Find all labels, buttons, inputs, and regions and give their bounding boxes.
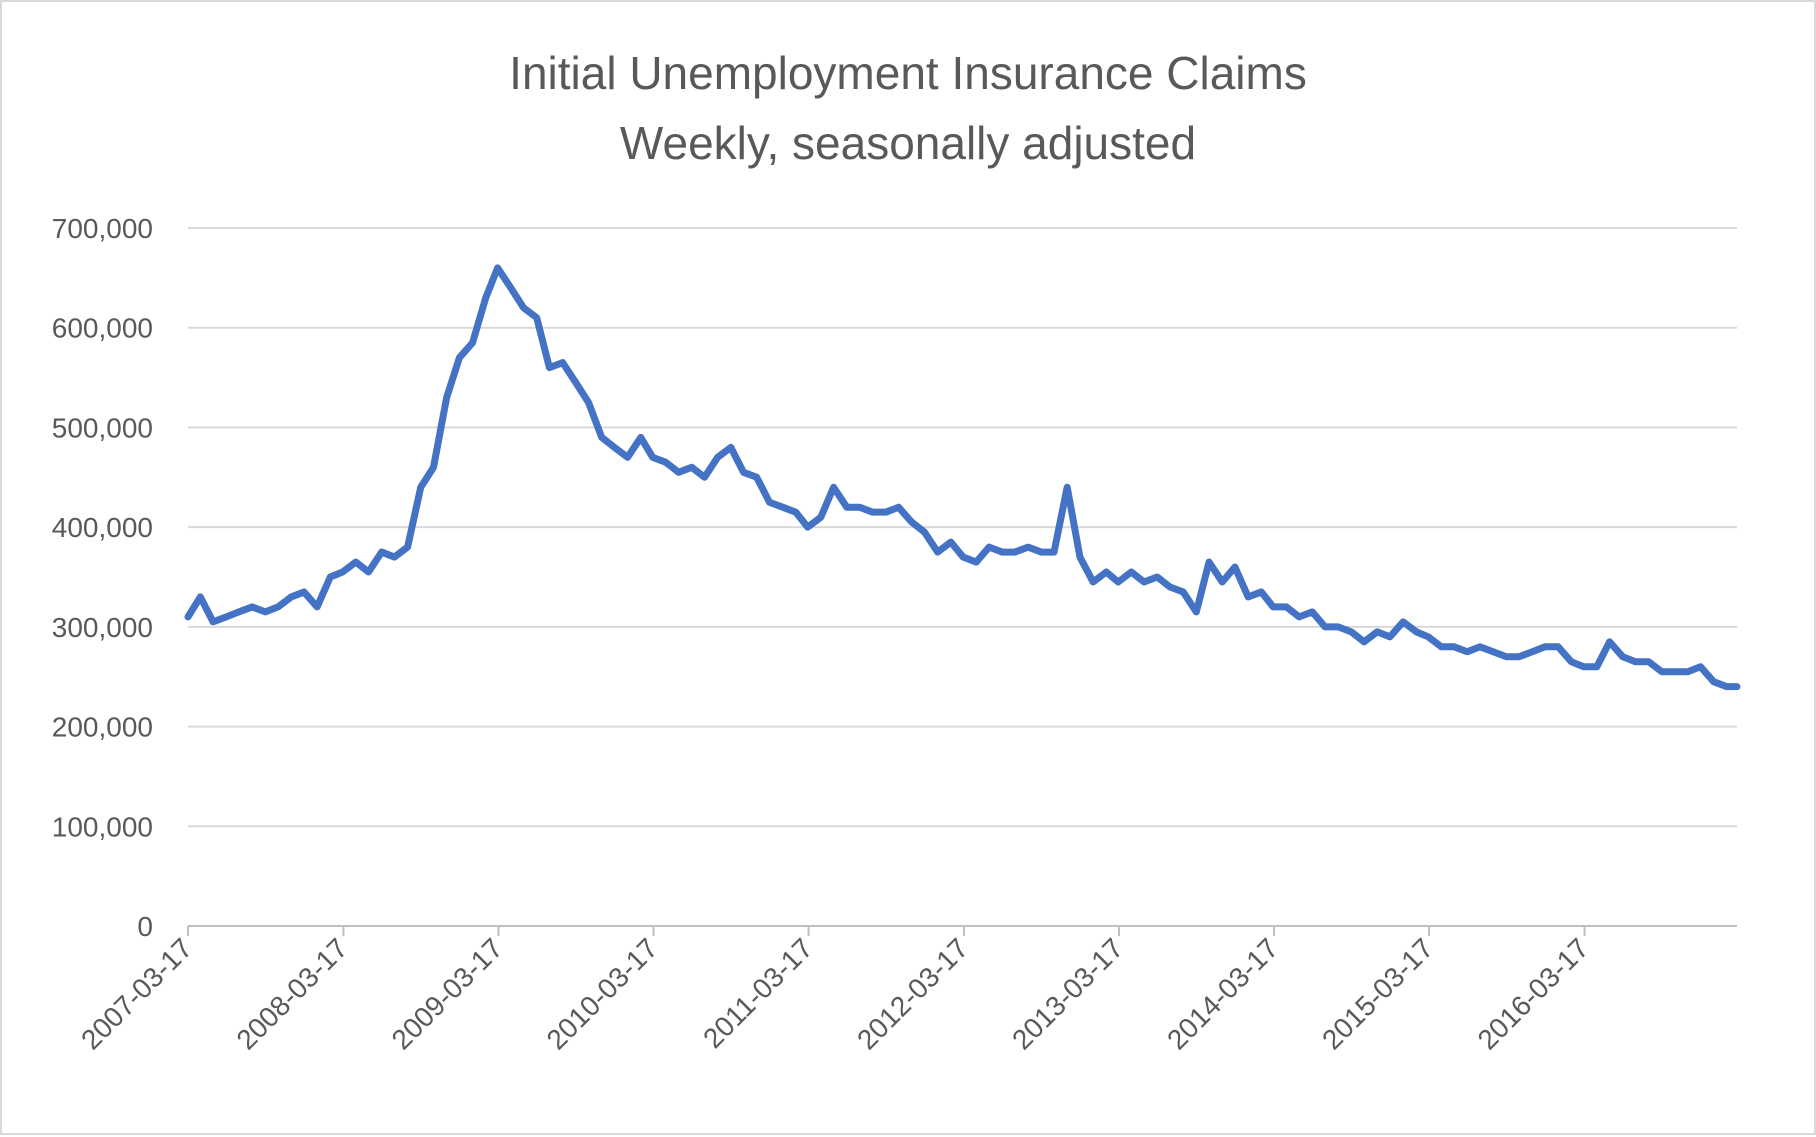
x-tick-label: 2011-03-17	[697, 932, 819, 1054]
x-tick-label: 2013-03-17	[1006, 932, 1129, 1055]
y-tick-label: 600,000	[52, 313, 153, 344]
x-tick-label: 2012-03-17	[851, 932, 974, 1055]
x-tick-label: 2015-03-17	[1316, 932, 1439, 1055]
x-tick-label: 2007-03-17	[75, 932, 198, 1055]
y-tick-label: 200,000	[52, 712, 153, 743]
x-tick-label: 2008-03-17	[230, 932, 353, 1055]
y-tick-label: 400,000	[52, 512, 153, 543]
y-tick-label: 700,000	[52, 213, 153, 244]
x-tick-label: 2016-03-17	[1472, 932, 1595, 1055]
y-tick-label: 0	[137, 911, 153, 942]
y-tick-label: 300,000	[52, 612, 153, 643]
x-tick-label: 2009-03-17	[386, 932, 509, 1055]
y-tick-label: 500,000	[52, 412, 153, 443]
x-tick-label: 2014-03-17	[1161, 932, 1284, 1055]
y-tick-label: 100,000	[52, 811, 153, 842]
series-line	[188, 268, 1737, 687]
x-tick-label: 2010-03-17	[541, 932, 664, 1055]
